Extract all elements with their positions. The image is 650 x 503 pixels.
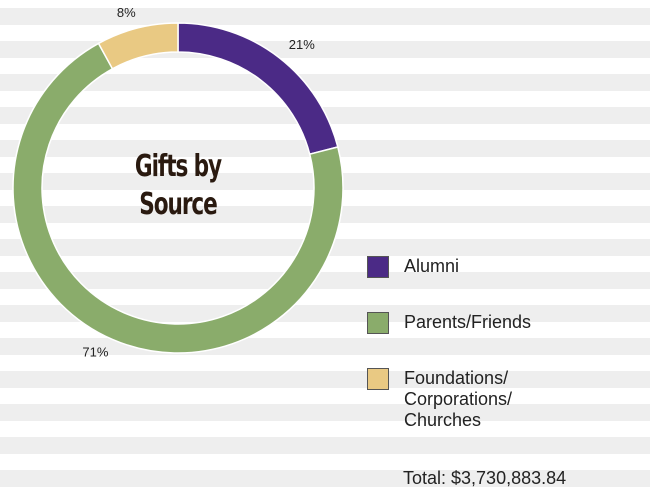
data-label: 71% [82,345,108,360]
legend-entry: Parents/Friends [367,312,531,334]
legend-swatch [367,312,389,334]
legend-label: Foundations/ Corporations/ Churches [404,368,513,430]
data-label: 8% [117,5,136,20]
total-annotation: Total: $3,730,883.84 [403,468,567,488]
donut-slice [12,42,344,354]
data-label: 21% [289,37,315,52]
donut-slice [97,22,179,70]
legend-entry: Alumni [367,256,459,278]
legend-entry: Foundations/ Corporations/ Churches [367,368,512,431]
legend-swatch [367,256,389,278]
legend-swatch [367,368,389,390]
legend-label: Alumni [404,256,460,276]
legend-label: Parents/Friends [404,312,532,332]
chart-title: Gifts by Source [134,149,222,222]
